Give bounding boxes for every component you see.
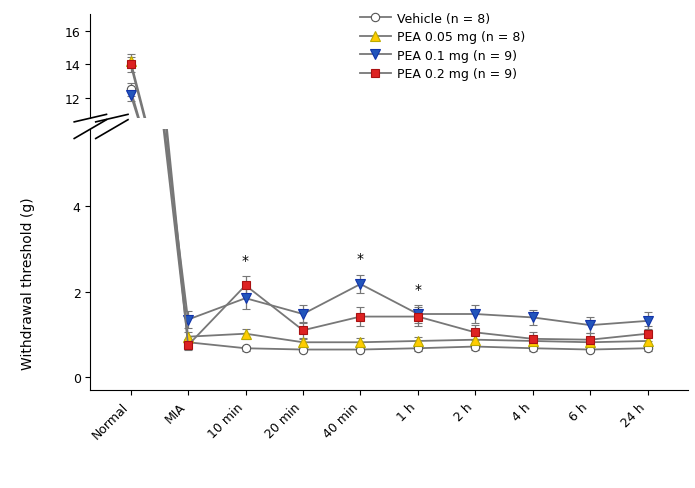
Text: *: * [242,253,249,267]
Text: *: * [357,252,364,265]
Text: *: * [414,306,421,320]
Text: *: * [414,283,421,296]
Text: Withdrawal threshold (g): Withdrawal threshold (g) [21,197,35,369]
Legend: Vehicle (n = 8), PEA 0.05 mg (n = 8), PEA 0.1 mg (n = 9), PEA 0.2 mg (n = 9): Vehicle (n = 8), PEA 0.05 mg (n = 8), PE… [359,13,525,81]
